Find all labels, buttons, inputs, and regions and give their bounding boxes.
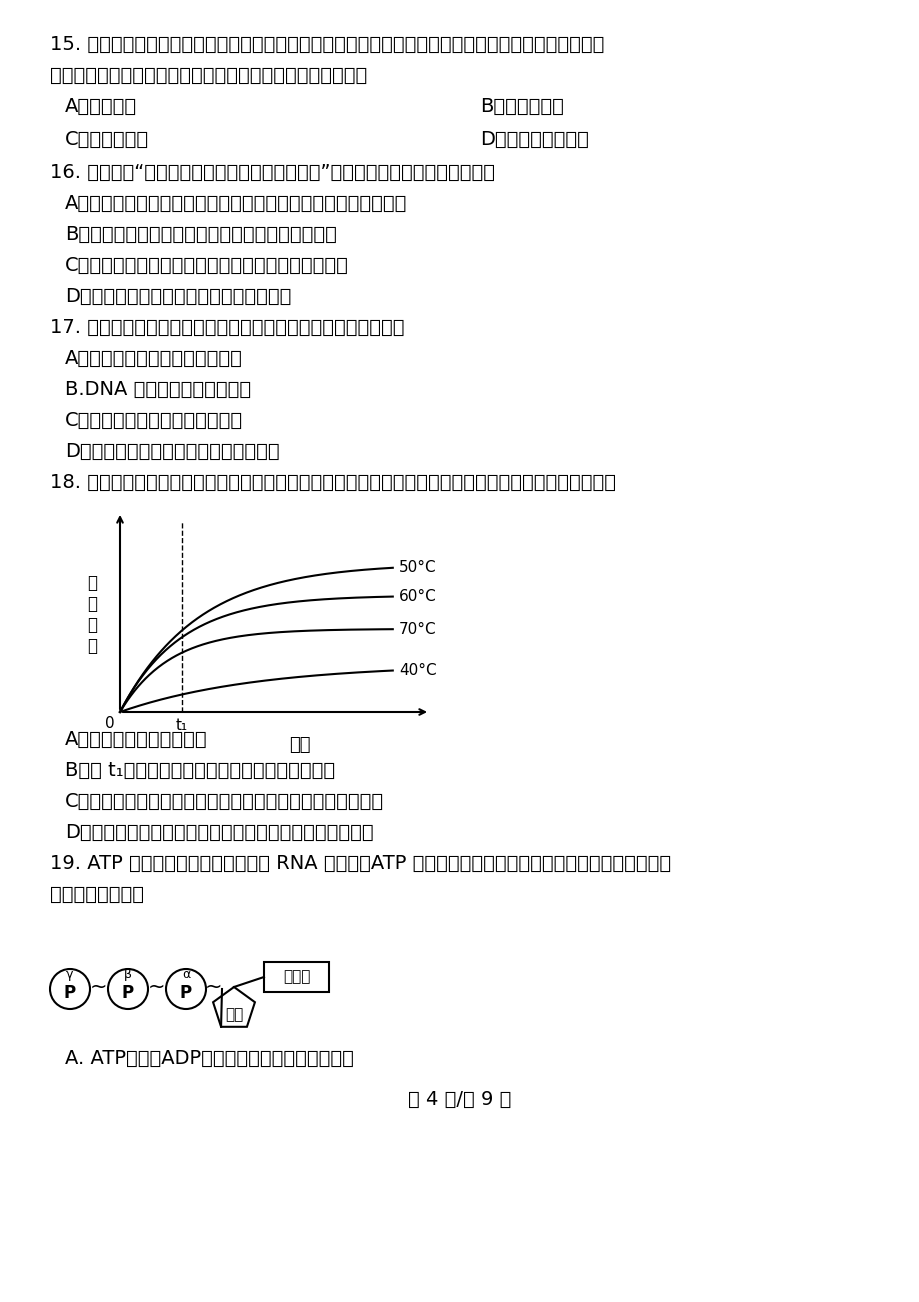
Text: B.DNA 分子的多样性和特异性: B.DNA 分子的多样性和特异性	[65, 380, 251, 398]
Text: 70°C: 70°C	[398, 621, 436, 637]
Text: A．该酶可耐受一定的高温: A．该酶可耐受一定的高温	[65, 730, 208, 749]
Text: P: P	[63, 984, 76, 1003]
Text: 错误的是（　　）: 错误的是（ ）	[50, 885, 144, 904]
Text: B．在 t₁时，该酶催化反应速率随温度升高而增大: B．在 t₁时，该酶催化反应速率随温度升高而增大	[65, 760, 335, 780]
Text: 50°C: 50°C	[398, 560, 436, 575]
Bar	[264, 962, 329, 992]
Text: 60°C: 60°C	[398, 589, 437, 604]
Text: A．空间结构: A．空间结构	[65, 98, 137, 116]
Text: P: P	[180, 984, 192, 1003]
Text: t₁: t₁	[176, 717, 187, 733]
Text: A. ATP转化为ADP可为离子的主动运输提供能量: A. ATP转化为ADP可为离子的主动运输提供能量	[65, 1049, 354, 1068]
Text: 15. 烫发时，先用还原剂使头发角蛋白的二硫键断裂，再用卷发器将头发固定形状，最后用氧化剂使角蛋: 15. 烫发时，先用还原剂使头发角蛋白的二硫键断裂，再用卷发器将头发固定形状，最…	[50, 35, 604, 53]
Text: 19. ATP 可为代谢提供能量，也参与 RNA 的合成，ATP 结构如图所示，图中～表示高能磷酸键，下列叙述: 19. ATP 可为代谢提供能量，也参与 RNA 的合成，ATP 结构如图所示，…	[50, 854, 670, 874]
Text: C．氨基酸数目: C．氨基酸数目	[65, 130, 149, 148]
Text: C．氨基酸种类的多样性和特异性: C．氨基酸种类的多样性和特异性	[65, 411, 243, 430]
Text: ~: ~	[148, 976, 165, 997]
Text: B．氨基酸种类: B．氨基酸种类	[480, 98, 563, 116]
Text: P: P	[122, 984, 134, 1003]
Text: ~: ~	[90, 976, 108, 997]
Text: 反
应
速
率: 反 应 速 率	[87, 574, 96, 655]
Text: D．化学元素和化合物的多样性和特异性: D．化学元素和化合物的多样性和特异性	[65, 441, 279, 461]
Text: γ: γ	[66, 967, 74, 980]
Text: 18. 某种酶的催化反应速率随温度和时间变化的趋势如图所示，据图分析，下列有关叙述错误的是（　　）: 18. 某种酶的催化反应速率随温度和时间变化的趋势如图所示，据图分析，下列有关叙…	[50, 473, 616, 492]
Text: ~: ~	[205, 976, 222, 997]
Text: C．蛋白质高温变性后，双缩脿试剂鉴定没有颜色变化: C．蛋白质高温变性后，双缩脿试剂鉴定没有颜色变化	[65, 256, 348, 275]
Text: 0: 0	[106, 716, 115, 730]
Text: 腺嘧呢: 腺嘧呢	[282, 970, 310, 984]
Text: 40°C: 40°C	[398, 663, 436, 678]
Text: 17. 决定自然界中真核生物多样性和特异性的根本原因是（　　）: 17. 决定自然界中真核生物多样性和特异性的根本原因是（ ）	[50, 318, 404, 337]
Text: C．不同温度下，该酶达到最大催化反应速率时所需时间不同: C．不同温度下，该酶达到最大催化反应速率时所需时间不同	[65, 792, 384, 811]
Text: 第 4 页/共 9 页: 第 4 页/共 9 页	[408, 1090, 511, 1109]
Text: B．用双缩脿试剂时，需水浴加热才能看到颜色变化: B．用双缩脿试剂时，需水浴加热才能看到颜色变化	[65, 225, 336, 243]
Text: 16. 下列关于“组织中的糖类、脂肪和蛋白质鉴定”的实验叙述，正确的是（　　）: 16. 下列关于“组织中的糖类、脂肪和蛋白质鉴定”的实验叙述，正确的是（ ）	[50, 163, 494, 182]
Text: A．蛋白质分子的多样性和特异性: A．蛋白质分子的多样性和特异性	[65, 349, 243, 368]
Text: A．还原糖检测实验中剩余的斐林试剂可装入棕色瓶进行长期保存: A．还原糖检测实验中剩余的斐林试剂可装入棕色瓶进行长期保存	[65, 194, 407, 214]
Text: D．相同温度下，在不同反应时间该酶的催化反应速率不同: D．相同温度下，在不同反应时间该酶的催化反应速率不同	[65, 823, 373, 842]
Text: 白在新的位置形成二硫键。这一过程改变了角蛋白的（　　）: 白在新的位置形成二硫键。这一过程改变了角蛋白的（ ）	[50, 66, 367, 85]
Text: β: β	[124, 967, 131, 980]
Text: 时间: 时间	[289, 736, 311, 754]
Text: D．斐林试剂和双缩脿试剂的使用方法不同: D．斐林试剂和双缩脿试剂的使用方法不同	[65, 286, 291, 306]
Text: D．氨基酸排列顺序: D．氨基酸排列顺序	[480, 130, 588, 148]
Text: 核糖: 核糖	[224, 1008, 243, 1022]
Text: α: α	[182, 967, 190, 980]
